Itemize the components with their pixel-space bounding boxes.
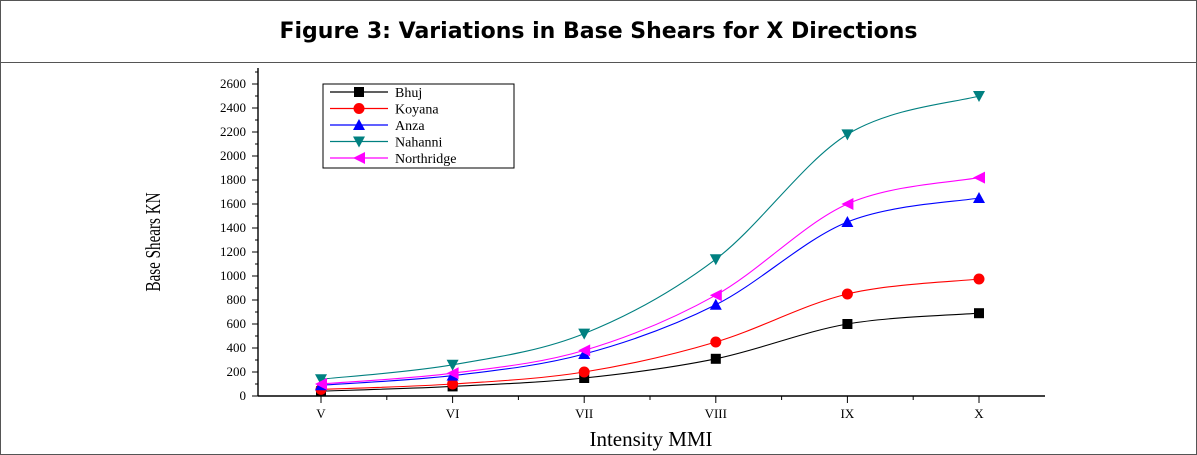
data-point-bhuj (579, 373, 590, 383)
figure-title: Figure 3: Variations in Base Shears for … (279, 19, 918, 44)
data-point-northridge (315, 378, 327, 390)
data-point-nahanni (841, 129, 854, 141)
y-tick-label: 800 (227, 292, 247, 307)
series-nahanni (315, 91, 985, 386)
legend-marker (353, 152, 365, 164)
legend-label: Anza (395, 119, 425, 134)
x-tick-label: VIII (705, 406, 727, 421)
series-line-bhuj (320, 312, 980, 392)
data-point-koyana (973, 273, 985, 285)
series-line-koyana (320, 278, 980, 390)
data-point-bhuj (974, 308, 984, 319)
y-tick-label: 2200 (220, 124, 246, 139)
y-tick-label: 2400 (220, 100, 246, 115)
legend-label: Bhuj (395, 86, 422, 101)
data-point-anza (578, 348, 591, 359)
y-tick-label: 0 (240, 388, 247, 403)
series-anza (315, 192, 985, 391)
data-point-northridge (446, 367, 459, 380)
series-line-northridge (320, 177, 980, 385)
y-tick-label: 400 (227, 340, 247, 355)
data-point-anza (841, 216, 854, 227)
x-axis-title: Intensity MMI (589, 427, 712, 451)
data-point-nahanni (709, 254, 722, 266)
data-point-nahanni (315, 374, 327, 386)
legend-marker (353, 119, 365, 130)
data-point-koyana (578, 366, 590, 378)
data-point-nahanni (973, 91, 985, 102)
x-tick-label: X (974, 406, 984, 421)
y-tick-label: 600 (227, 316, 247, 331)
series-line-nahanni (320, 95, 980, 380)
data-point-anza (709, 298, 722, 310)
y-tick-label: 1600 (220, 196, 246, 211)
legend-marker (354, 87, 364, 97)
legend-label: Nahanni (395, 136, 443, 151)
data-point-northridge (841, 198, 854, 210)
data-point-bhuj (710, 353, 721, 364)
series-bhuj (316, 308, 984, 397)
legend-marker (353, 136, 365, 148)
legend-marker (353, 103, 365, 114)
y-tick-label: 2000 (220, 148, 246, 163)
data-point-northridge (578, 344, 591, 357)
y-axis-title: Base Shears KN (142, 192, 165, 291)
series-northridge (315, 171, 985, 390)
x-tick-label: V (316, 406, 326, 421)
y-tick-label: 1800 (220, 172, 246, 187)
legend-label: Koyana (395, 103, 439, 118)
x-tick-label: VI (446, 406, 460, 421)
legend-label: Northridge (395, 152, 456, 167)
data-point-koyana (447, 378, 459, 390)
x-tick-label: IX (841, 406, 855, 421)
legend-box (322, 83, 515, 169)
data-point-nahanni (446, 359, 459, 371)
data-point-koyana (841, 288, 853, 300)
data-point-anza (973, 192, 985, 203)
series-koyana (315, 273, 985, 395)
data-point-northridge (709, 289, 722, 302)
y-tick-label: 1400 (220, 220, 246, 235)
y-tick-label: 200 (227, 364, 247, 379)
y-tick-label: 2600 (220, 76, 246, 91)
y-tick-label: 1200 (220, 244, 246, 259)
data-point-nahanni (578, 328, 591, 340)
data-point-koyana (710, 336, 722, 348)
data-point-bhuj (842, 319, 853, 329)
series-line-anza (320, 197, 980, 386)
y-tick-label: 1000 (220, 268, 246, 283)
data-point-northridge (973, 171, 985, 184)
x-tick-label: VII (575, 406, 593, 421)
figure-title-bar: Figure 3: Variations in Base Shears for … (1, 1, 1196, 63)
